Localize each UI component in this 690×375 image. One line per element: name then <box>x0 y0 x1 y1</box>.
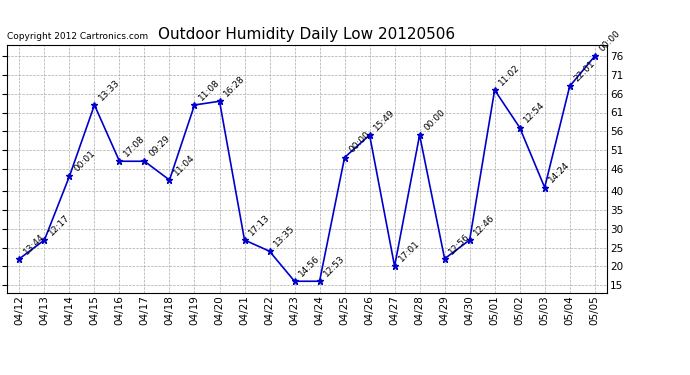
Text: 12:54: 12:54 <box>522 100 547 125</box>
Text: 12:46: 12:46 <box>473 213 497 237</box>
Text: 09:29: 09:29 <box>147 134 172 159</box>
Text: 12:53: 12:53 <box>322 254 347 279</box>
Text: 11:02: 11:02 <box>497 63 522 87</box>
Text: 13:33: 13:33 <box>97 78 122 102</box>
Text: 12:17: 12:17 <box>47 213 72 237</box>
Text: 17:08: 17:08 <box>122 134 147 159</box>
Text: 13:35: 13:35 <box>273 224 297 249</box>
Text: 22:01: 22:01 <box>573 59 597 84</box>
Text: 13:44: 13:44 <box>22 231 47 256</box>
Text: 15:49: 15:49 <box>373 108 397 132</box>
Text: 11:04: 11:04 <box>172 153 197 177</box>
Text: 00:01: 00:01 <box>72 149 97 174</box>
Text: 17:13: 17:13 <box>247 213 272 237</box>
Text: 14:24: 14:24 <box>547 160 572 185</box>
Text: 11:08: 11:08 <box>197 78 222 102</box>
Text: 17:01: 17:01 <box>397 239 422 264</box>
Title: Outdoor Humidity Daily Low 20120506: Outdoor Humidity Daily Low 20120506 <box>159 27 455 42</box>
Text: Copyright 2012 Cartronics.com: Copyright 2012 Cartronics.com <box>7 32 148 41</box>
Text: 00:00: 00:00 <box>347 130 372 155</box>
Text: 14:56: 14:56 <box>297 254 322 279</box>
Text: 16:28: 16:28 <box>222 74 247 99</box>
Text: 00:00: 00:00 <box>598 29 622 54</box>
Text: 12:56: 12:56 <box>447 231 472 256</box>
Text: 00:00: 00:00 <box>422 108 447 132</box>
